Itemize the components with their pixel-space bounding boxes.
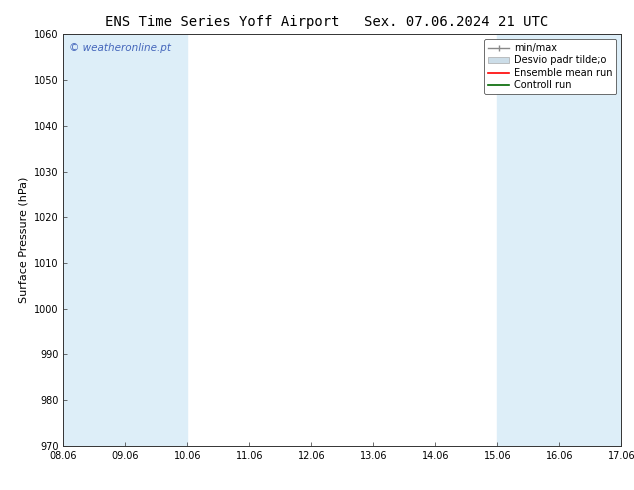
Y-axis label: Surface Pressure (hPa): Surface Pressure (hPa) <box>18 177 29 303</box>
Text: Sex. 07.06.2024 21 UTC: Sex. 07.06.2024 21 UTC <box>365 15 548 29</box>
Legend: min/max, Desvio padr tilde;o, Ensemble mean run, Controll run: min/max, Desvio padr tilde;o, Ensemble m… <box>484 39 616 94</box>
Text: ENS Time Series Yoff Airport: ENS Time Series Yoff Airport <box>105 15 339 29</box>
Bar <box>63 34 126 446</box>
Text: © weatheronline.pt: © weatheronline.pt <box>69 43 171 52</box>
Bar <box>497 34 559 446</box>
Bar <box>126 34 188 446</box>
Bar <box>559 34 621 446</box>
